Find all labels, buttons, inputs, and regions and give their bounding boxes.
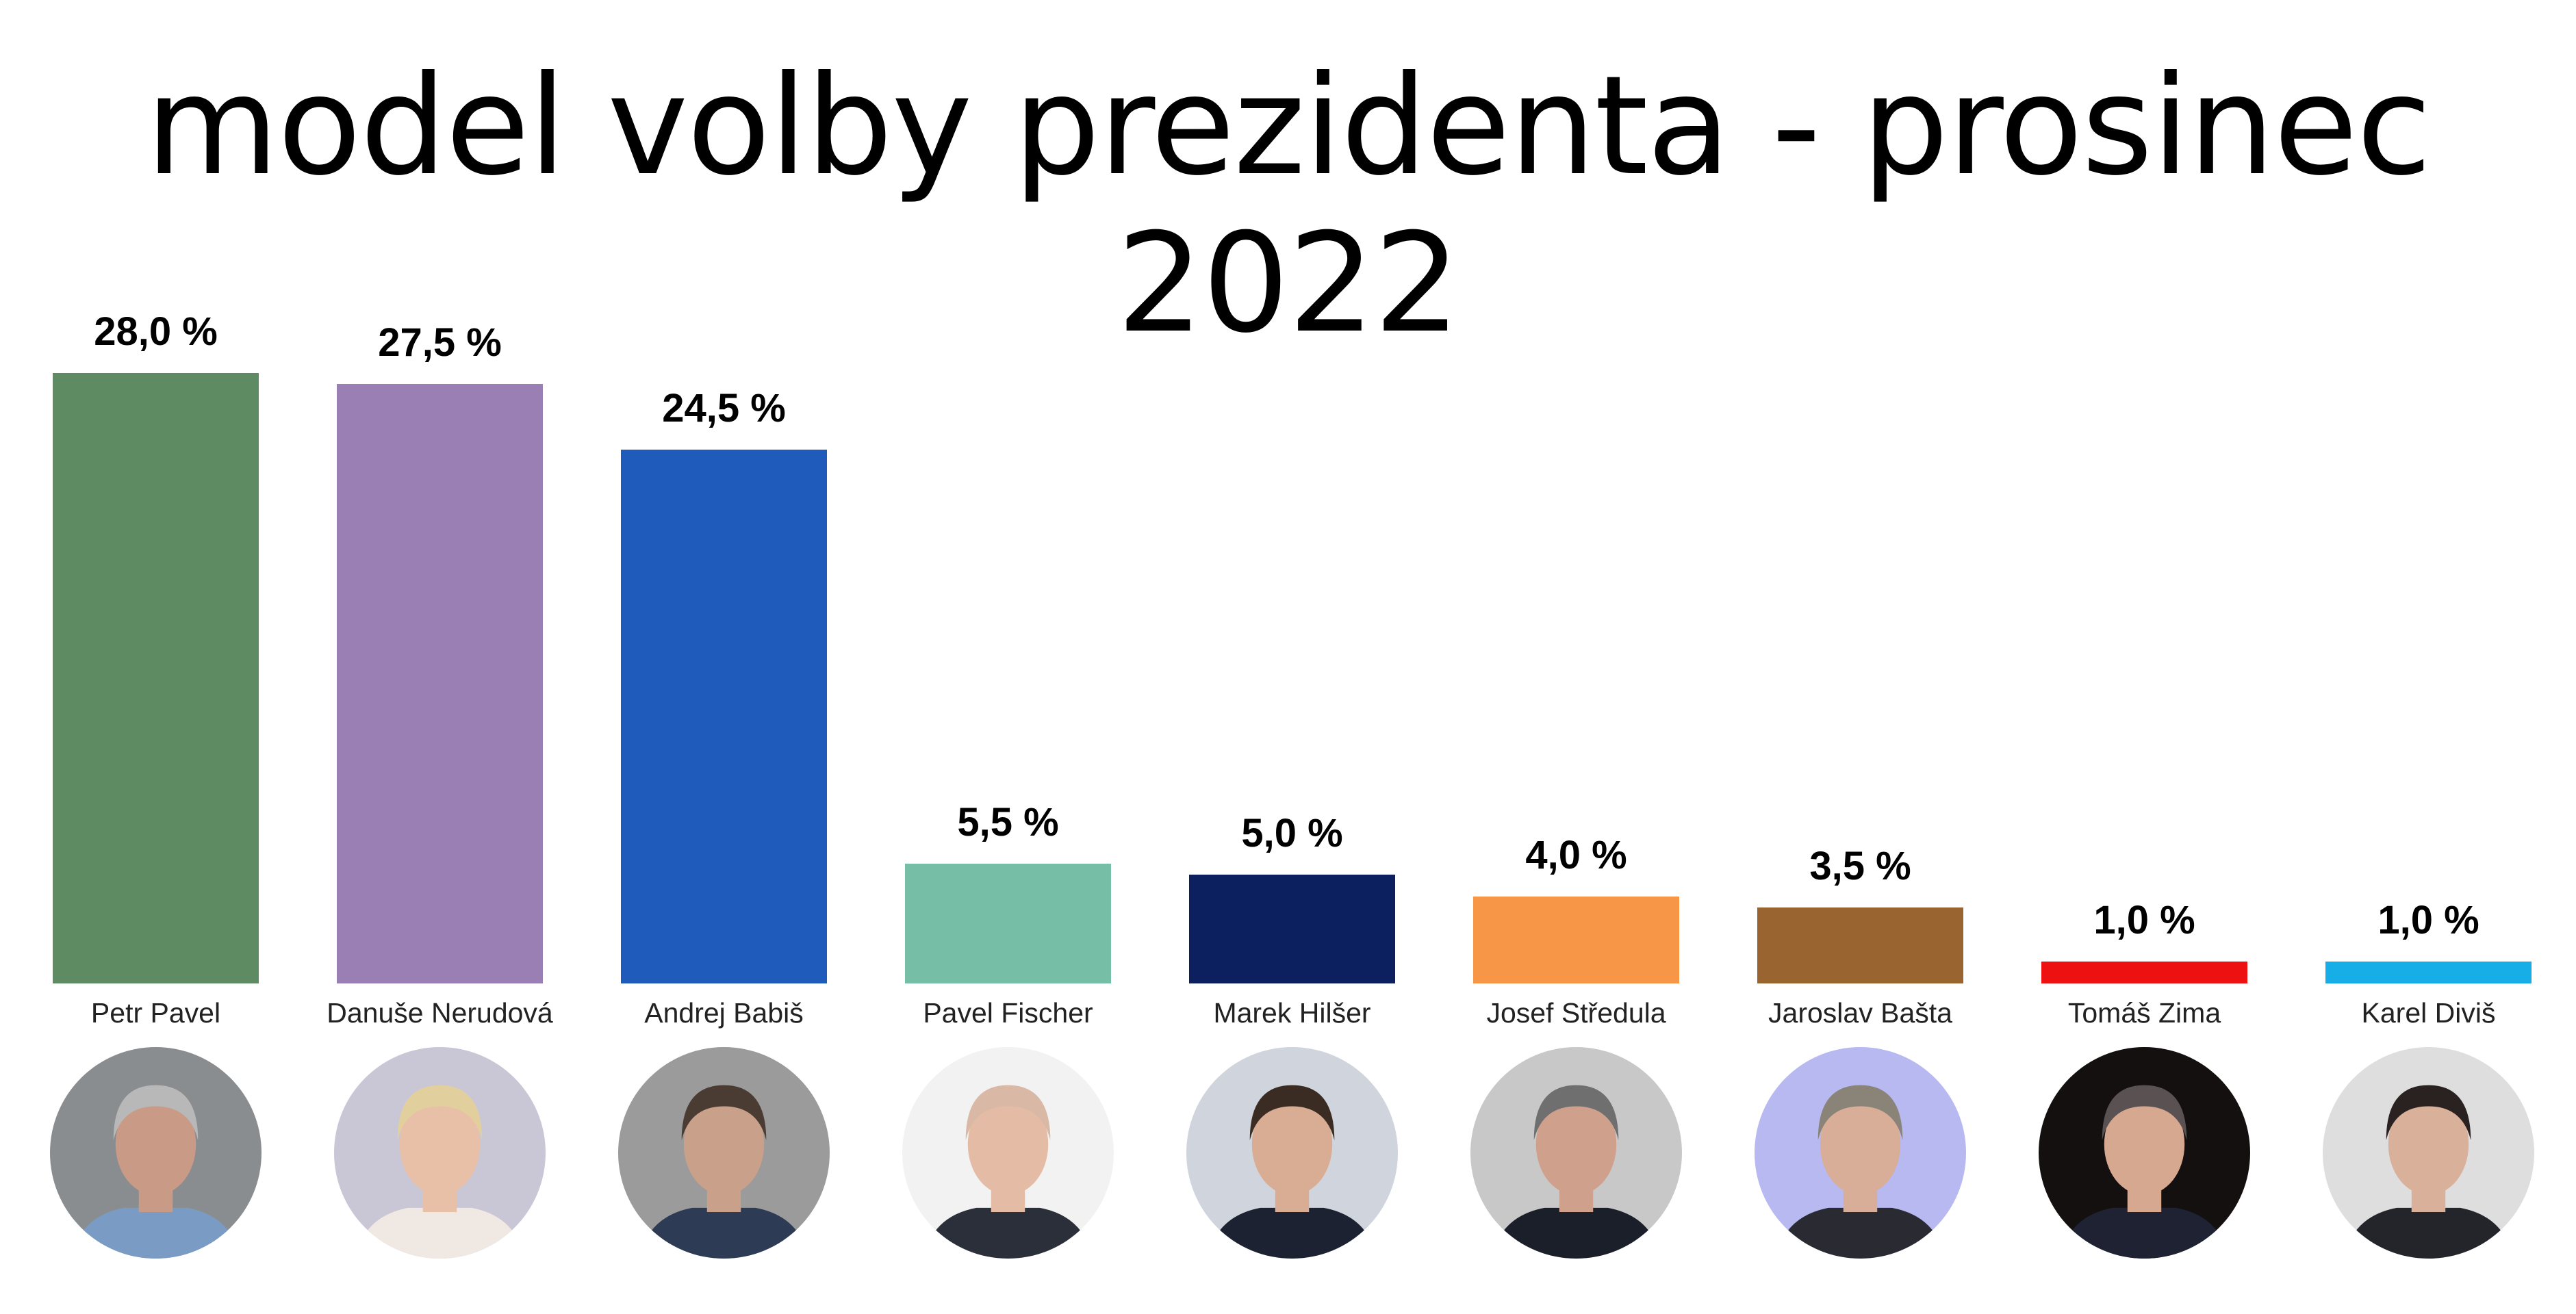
bar-value-label: 5,0 % [1241, 810, 1343, 855]
candidate-name: Danuše Nerudová [327, 997, 553, 1029]
bar-value-label: 4,0 % [1525, 832, 1627, 877]
candidate-portrait-icon [334, 1047, 546, 1259]
chart-title: model volby prezidenta - prosinec 2022 [145, 47, 2432, 363]
candidate-portrait-icon [1186, 1047, 1398, 1259]
bar-column: 5,0 % Marek Hilšer [1186, 0, 1398, 1314]
bar-value-label: 3,5 % [1809, 843, 1911, 888]
bar-value-label: 27,5 % [378, 320, 502, 365]
candidate-name: Jaroslav Bašta [1768, 997, 1952, 1029]
bar-value-label: 5,5 % [957, 799, 1059, 845]
bar [53, 373, 259, 983]
candidate-name: Pavel Fischer [923, 997, 1093, 1029]
bar [1757, 907, 1963, 983]
bar-column: 27,5 % Danuše Nerudová [327, 0, 553, 1314]
bar-column: 3,5 % Jaroslav Bašta [1755, 0, 1966, 1314]
candidate-portrait-icon [902, 1047, 1114, 1259]
bar [337, 383, 543, 983]
candidate-name: Karel Diviš [2361, 997, 2496, 1029]
bar [2041, 962, 2247, 983]
bar-column: 1,0 % Tomáš Zima [2039, 0, 2250, 1314]
candidate-name: Petr Pavel [90, 997, 221, 1029]
bar-column: 4,0 % Josef Středula [1470, 0, 1682, 1314]
candidate-portrait-icon [2039, 1047, 2250, 1259]
bar [621, 449, 827, 983]
bar [2325, 962, 2532, 983]
bar [905, 863, 1111, 983]
bar-column: 28,0 % Petr Pavel [50, 0, 262, 1314]
candidate-portrait-icon [1755, 1047, 1966, 1259]
candidate-name: Andrej Babiš [644, 997, 804, 1029]
bar [1473, 896, 1679, 983]
bar-column: 24,5 % Andrej Babiš [618, 0, 830, 1314]
bar-value-label: 1,0 % [2093, 898, 2195, 943]
bar-value-label: 28,0 % [94, 309, 218, 354]
candidate-portrait-icon [618, 1047, 830, 1259]
bar-column: 5,5 % Pavel Fischer [902, 0, 1114, 1314]
candidate-name: Marek Hilšer [1213, 997, 1371, 1029]
candidate-portrait-icon [1470, 1047, 1682, 1259]
bar [1189, 874, 1395, 983]
candidate-name: Tomáš Zima [2067, 997, 2221, 1029]
bar-value-label: 24,5 % [662, 385, 786, 430]
candidate-portrait-icon [2323, 1047, 2534, 1259]
candidate-name: Josef Středula [1486, 997, 1666, 1029]
candidate-portrait-icon [50, 1047, 262, 1259]
bar-value-label: 1,0 % [2377, 898, 2479, 943]
bar-column: 1,0 % Karel Diviš [2323, 0, 2534, 1314]
